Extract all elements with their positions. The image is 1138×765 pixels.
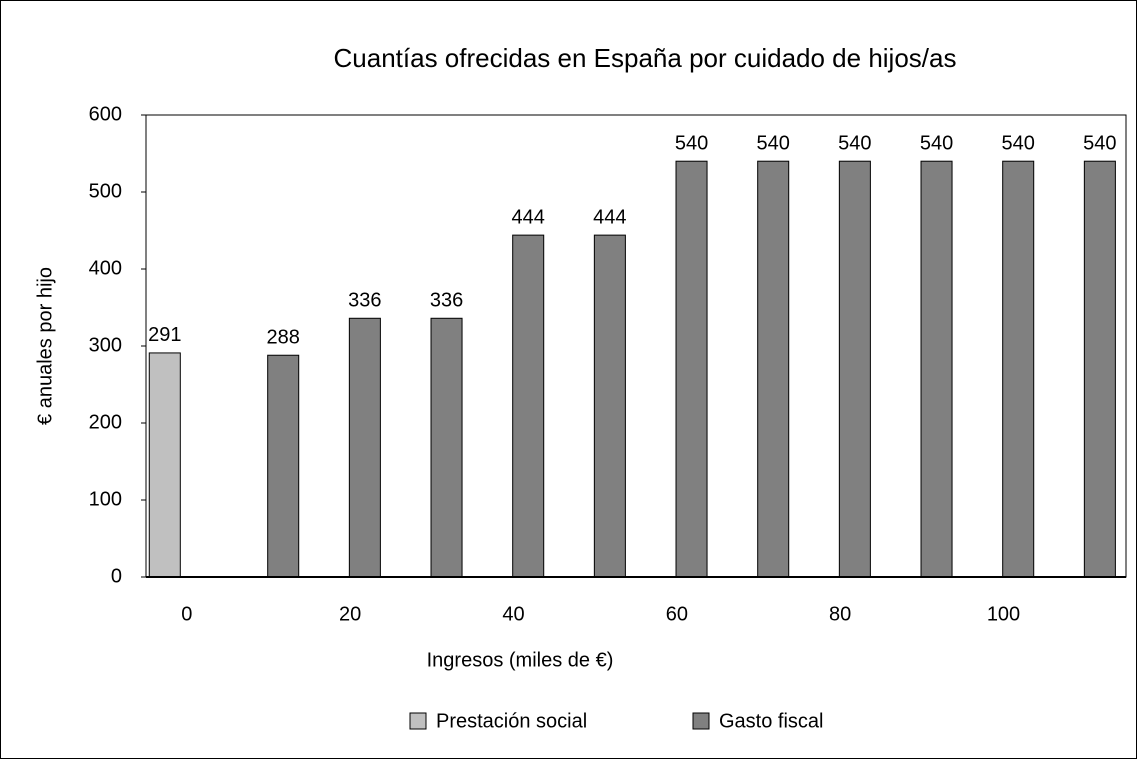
y-tick-label: 600: [89, 103, 122, 125]
x-axis-label: Ingresos (miles de €): [427, 649, 614, 671]
data-label: 540: [920, 132, 953, 154]
y-tick-label: 0: [111, 565, 122, 587]
x-tick-label: 0: [181, 603, 192, 625]
bar: [1083, 160, 1116, 578]
bar: [675, 160, 708, 578]
y-tick-label: 200: [89, 411, 122, 433]
data-label: 540: [757, 132, 790, 154]
legend-label: Prestación social: [436, 710, 587, 732]
legend-swatch: [692, 712, 710, 730]
data-label: 336: [348, 290, 381, 312]
x-tick-label: 60: [666, 603, 688, 625]
x-tick-label: 80: [829, 603, 851, 625]
bar: [512, 234, 545, 578]
bar: [920, 160, 953, 578]
bar: [348, 317, 381, 578]
bar: [430, 317, 463, 578]
data-label: 444: [512, 206, 545, 228]
chart-title: Cuantías ofrecidas en España por cuidado…: [334, 43, 957, 73]
x-tick-label: 100: [987, 603, 1020, 625]
bar: [757, 160, 790, 578]
data-label: 291: [148, 324, 181, 346]
legend-label: Gasto fiscal: [719, 710, 823, 732]
data-label: 540: [675, 132, 708, 154]
y-tick-label: 400: [89, 257, 122, 279]
bar: [267, 354, 300, 578]
bar: [148, 352, 181, 578]
x-tick-label: 40: [502, 603, 524, 625]
data-label: 288: [267, 327, 300, 349]
data-label: 336: [430, 290, 463, 312]
data-label: 540: [838, 132, 871, 154]
bar: [593, 234, 626, 578]
y-tick-label: 500: [89, 180, 122, 202]
data-label: 540: [1083, 132, 1116, 154]
data-label: 444: [593, 206, 626, 228]
y-axis-label: € anuales por hijo: [34, 267, 56, 425]
y-tick-label: 100: [89, 488, 122, 510]
x-tick-label: 20: [339, 603, 361, 625]
legend-swatch: [409, 712, 427, 730]
data-label: 540: [1002, 132, 1035, 154]
y-tick-label: 300: [89, 334, 122, 356]
plot-area: [145, 114, 1127, 578]
bar: [1002, 160, 1035, 578]
bar: [838, 160, 871, 578]
